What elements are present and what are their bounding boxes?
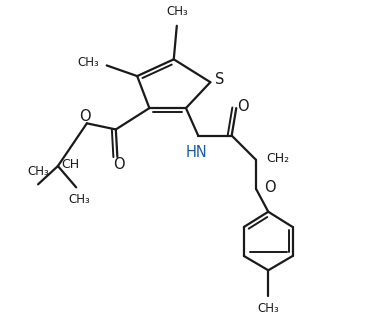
Text: CH₃: CH₃ — [77, 56, 99, 69]
Text: S: S — [215, 72, 224, 87]
Text: CH₃: CH₃ — [166, 5, 188, 18]
Text: O: O — [264, 180, 275, 195]
Text: CH₃: CH₃ — [68, 193, 90, 206]
Text: CH₃: CH₃ — [27, 165, 49, 178]
Text: O: O — [237, 99, 249, 114]
Text: HN: HN — [186, 145, 208, 160]
Text: CH₃: CH₃ — [257, 302, 279, 315]
Text: O: O — [113, 157, 125, 172]
Text: CH: CH — [62, 158, 80, 171]
Text: O: O — [79, 109, 91, 124]
Text: CH₂: CH₂ — [267, 152, 290, 165]
